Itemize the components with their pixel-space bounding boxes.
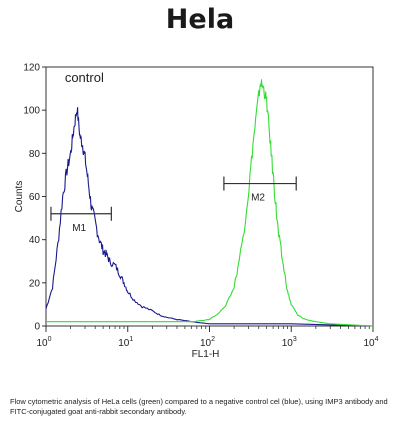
axis-labels: 0 20 40 60 80 100 120 100 101 102 103 104 FL1-H Count… [14, 63, 379, 361]
series-sample-line [46, 79, 374, 327]
y-tick-label-0: 0 [34, 322, 40, 333]
series-lines [45, 79, 374, 327]
series-control-line [45, 107, 374, 327]
y-tick-label-100: 100 [23, 106, 40, 117]
annotation-control: control [65, 70, 104, 85]
gate-M2-label: M2 [251, 193, 265, 204]
y-tick-label-20: 20 [29, 278, 41, 289]
y-tick-label-80: 80 [29, 149, 41, 160]
x-tick-label-0: 100 [36, 336, 51, 349]
x-axis-label: FL1-H [192, 349, 220, 360]
gate-M1-label: M1 [72, 223, 86, 234]
x-tick-label-1: 101 [118, 336, 133, 349]
y-tick-label-120: 120 [23, 63, 40, 74]
chart-title: Hela [165, 4, 235, 35]
x-tick-label-2: 102 [200, 336, 215, 349]
flow-histogram: control M1 M2 0 20 40 60 80 100 120 100 101 102 103 1… [14, 63, 379, 361]
gate-markers: control M1 M2 [50, 70, 297, 234]
x-tick-label-4: 104 [363, 336, 378, 349]
x-tick-label-3: 103 [282, 336, 297, 349]
y-tick-label-60: 60 [29, 192, 41, 203]
figure-caption: Flow cytometric analysis of HeLa cells (… [10, 397, 388, 416]
y-axis-label: Counts [14, 181, 25, 213]
axes [45, 66, 374, 327]
tick-marks [42, 66, 374, 332]
plot-frame [45, 66, 374, 327]
y-tick-label-40: 40 [29, 235, 41, 246]
